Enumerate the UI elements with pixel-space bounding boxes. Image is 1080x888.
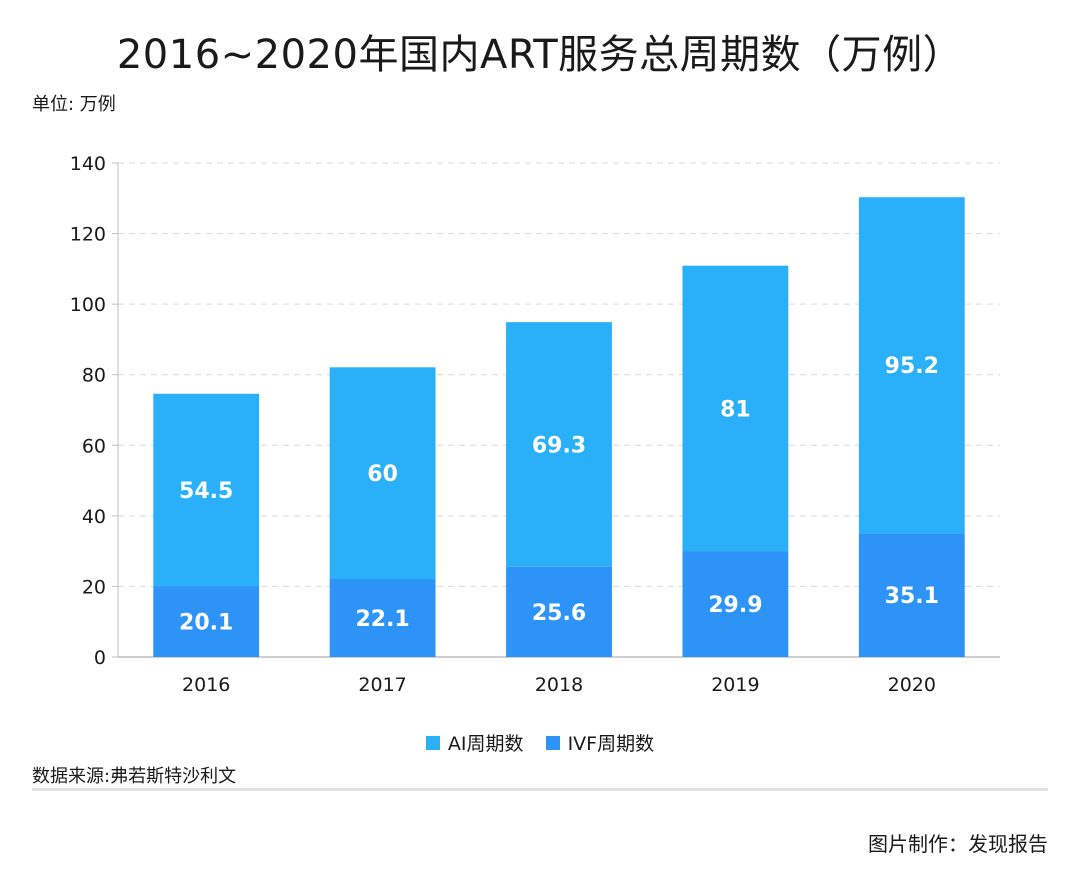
data-source: 数据来源:弗若斯特沙利文 [32,766,237,787]
x-tick-label: 2017 [358,674,406,696]
data-label-ivf: 25.6 [532,601,586,626]
legend-swatch-ai [425,735,440,750]
bar-ai [506,322,612,567]
bar-ivf [858,533,965,657]
data-label-ivf: 20.1 [179,611,233,636]
x-tick-label: 2019 [711,674,759,696]
y-tick-label: 20 [82,576,106,598]
bar-ai [682,265,789,552]
y-tick-label: 60 [82,435,106,457]
data-label-ai: 95.2 [885,354,939,379]
unit-label: 单位: 万例 [32,94,116,115]
y-tick-label: 100 [70,294,106,316]
bar-ivf [506,566,612,657]
y-tick-label: 40 [82,506,106,528]
y-tick-label: 80 [82,365,106,387]
data-label-ai: 54.5 [179,479,233,504]
bar-ivf [329,579,436,657]
data-label-ai: 60 [367,462,398,487]
data-label-ivf: 35.1 [885,584,939,609]
bar-ai [329,367,436,580]
data-label-ai: 81 [720,398,751,423]
data-label-ivf: 29.9 [708,593,762,618]
legend: AI周期数 IVF周期数 [0,729,1080,756]
bar-ivf [682,551,789,657]
image-credit: 图片制作：发现报告 [868,832,1048,856]
data-label-ai: 69.3 [532,433,586,458]
stacked-bar-chart: 0 20 40 60 80 100 120 140 20.1 54.5 2016 22.1 60 2017… [70,153,1000,696]
legend-swatch-ivf [545,735,560,750]
y-tick-label: 0 [94,647,106,669]
data-label-ivf: 22.1 [355,607,409,632]
y-tick-label: 140 [70,153,106,175]
bar-ai [858,197,965,534]
legend-label-ai: AI周期数 [447,733,524,755]
x-tick-label: 2020 [888,674,936,696]
chart-title: 2016~2020年国内ART服务总周期数（万例） [116,32,964,78]
x-tick-label: 2016 [182,674,230,696]
legend-item-ai: AI周期数 [425,729,524,756]
divider [32,788,1048,791]
bar-ivf [153,586,260,657]
y-tick-label: 120 [70,224,106,246]
legend-label-ivf: IVF周期数 [567,733,655,755]
x-tick-label: 2018 [535,674,583,696]
legend-item-ivf: IVF周期数 [545,729,655,756]
bar-ai [153,393,260,587]
